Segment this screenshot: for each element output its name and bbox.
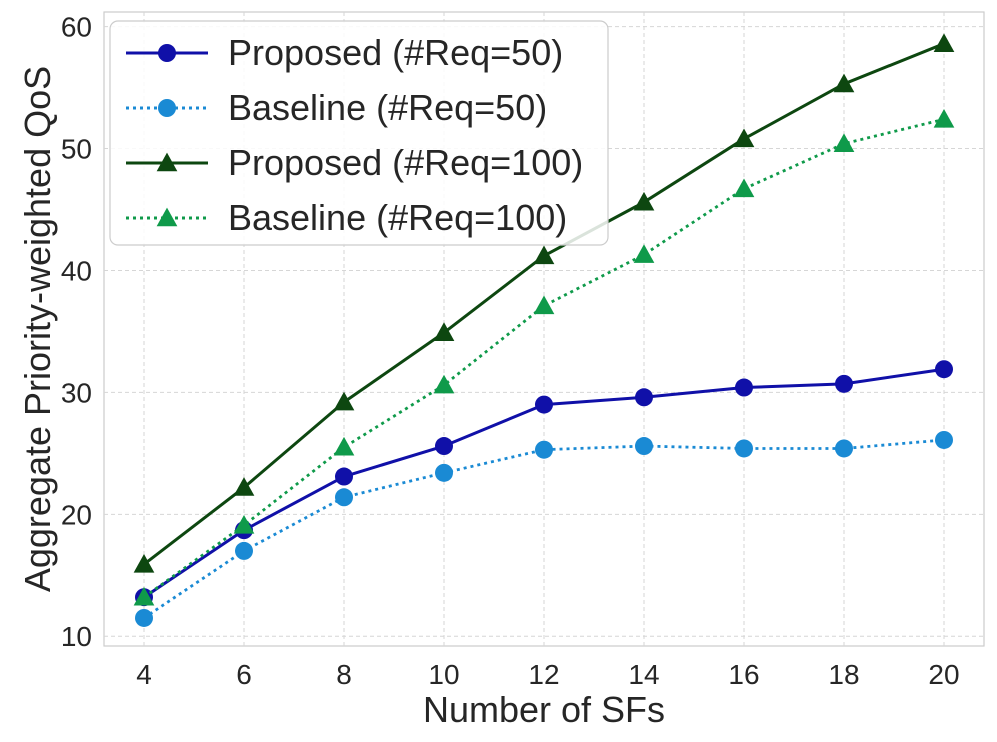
data-point (235, 541, 253, 560)
x-tick-label: 18 (828, 659, 859, 690)
x-tick-label: 8 (336, 659, 352, 690)
data-point (633, 244, 655, 263)
data-point (535, 440, 553, 459)
x-tick-label: 10 (428, 659, 459, 690)
y-axis-label: Aggregate Priority-weighted QoS (17, 66, 58, 592)
y-axis-ticks: 10 20 30 40 50 60 (61, 12, 92, 653)
legend-marker (156, 207, 178, 227)
data-point (835, 439, 853, 458)
series-layer (133, 33, 955, 627)
data-point (435, 463, 453, 482)
legend-marker (158, 44, 176, 62)
y-tick-label: 60 (61, 12, 92, 43)
y-tick-label: 10 (61, 621, 92, 652)
legend-label: Proposed (#Req=100) (228, 142, 583, 183)
data-point (333, 391, 355, 411)
data-point (533, 245, 555, 265)
data-point (133, 553, 155, 573)
series-line (143, 117, 945, 599)
data-point (933, 108, 955, 128)
data-point (533, 295, 555, 315)
y-tick-label: 20 (61, 499, 92, 530)
series-3 (133, 33, 955, 573)
legend-label: Proposed (#Req=50) (228, 32, 563, 73)
x-axis-ticks: 4 6 8 10 12 14 16 18 20 (136, 659, 959, 690)
data-point (133, 586, 155, 606)
data-point (933, 33, 955, 52)
data-point (935, 360, 953, 379)
x-tick-label: 20 (928, 659, 959, 690)
data-point (835, 374, 853, 393)
data-point (135, 608, 153, 627)
x-tick-label: 4 (136, 659, 152, 690)
data-point (735, 378, 753, 397)
series-2 (135, 430, 953, 627)
legend-label: Baseline (#Req=100) (228, 197, 567, 238)
data-point (233, 514, 255, 534)
series-1 (135, 360, 953, 607)
legend-box (109, 20, 609, 246)
data-point (733, 128, 755, 148)
data-point (735, 439, 753, 458)
data-point (333, 436, 355, 456)
legend-marker (156, 152, 178, 172)
data-point (435, 437, 453, 456)
data-point (233, 477, 255, 496)
data-point (833, 73, 855, 93)
legend: Proposed (#Req=50) Baseline (#Req=50) Prop… (109, 20, 609, 246)
x-tick-label: 14 (628, 659, 659, 690)
legend-marker (158, 99, 176, 117)
data-point (633, 191, 655, 211)
y-tick-label: 40 (61, 255, 92, 286)
data-point (535, 395, 553, 414)
data-point (935, 430, 953, 449)
data-point (635, 437, 653, 456)
legend-label: Baseline (#Req=50) (228, 87, 547, 128)
x-axis-label: Number of SFs (423, 689, 665, 730)
data-point (635, 388, 653, 407)
data-point (433, 322, 455, 341)
data-point (733, 178, 755, 198)
data-point (833, 133, 855, 152)
x-tick-label: 12 (528, 659, 559, 690)
y-tick-label: 30 (61, 377, 92, 408)
x-tick-label: 6 (236, 659, 252, 690)
y-tick-label: 50 (61, 134, 92, 165)
series-4 (133, 108, 955, 606)
x-tick-label: 16 (728, 659, 759, 690)
data-point (335, 467, 353, 486)
data-point (335, 488, 353, 507)
data-point (433, 374, 455, 394)
